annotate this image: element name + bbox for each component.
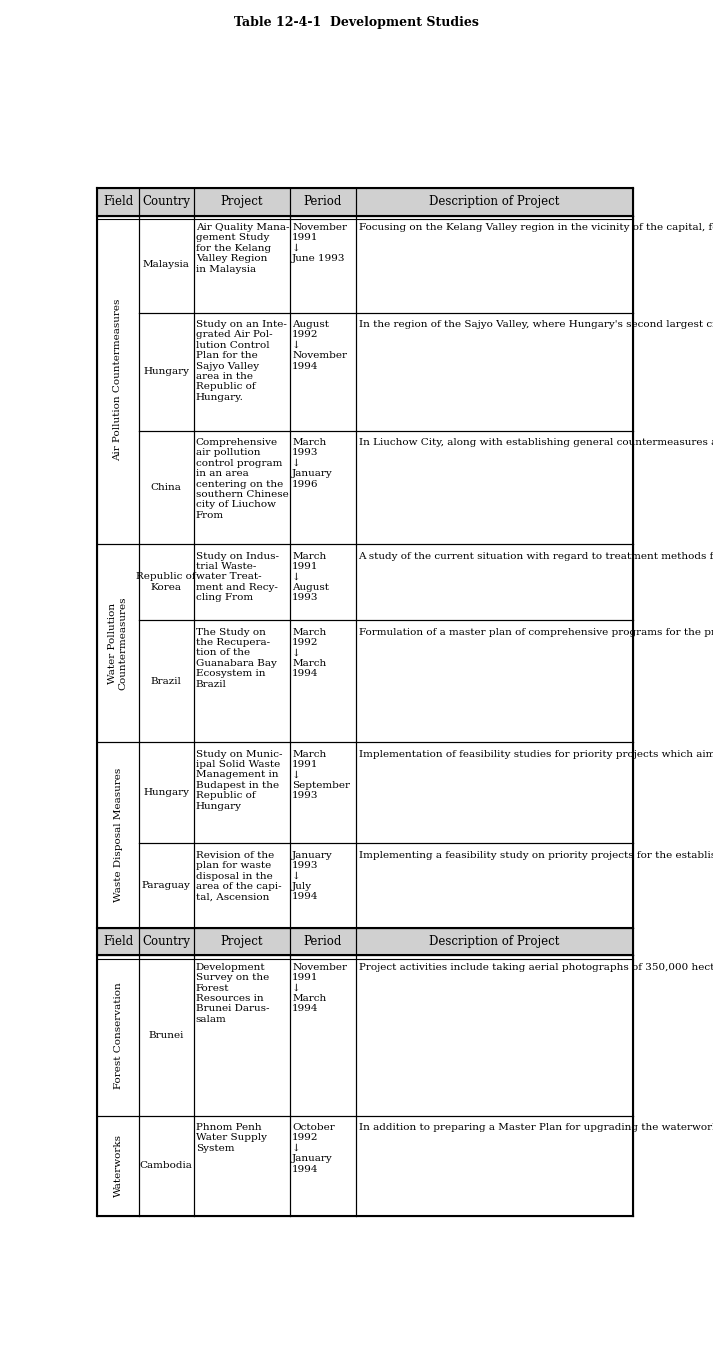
Bar bbox=[98, 927, 138, 955]
Bar bbox=[194, 927, 289, 955]
Text: Air Quality Mana-
gement Study
for the Kelang
Valley Region
in Malaysia: Air Quality Mana- gement Study for the K… bbox=[196, 224, 289, 273]
Text: Implementing a feasibility study on priority projects for the establishment of a: Implementing a feasibility study on prio… bbox=[359, 851, 713, 860]
Text: Formulation of a master plan of comprehensive programs for the prevention of wat: Formulation of a master plan of comprehe… bbox=[359, 627, 713, 637]
Bar bbox=[356, 188, 633, 215]
Bar bbox=[138, 927, 194, 955]
Text: Project: Project bbox=[220, 936, 263, 948]
Text: A study of the current situation with regard to treatment methods for industrial: A study of the current situation with re… bbox=[359, 552, 713, 561]
Bar bbox=[194, 188, 289, 215]
Text: Hungary: Hungary bbox=[143, 368, 189, 376]
Text: Development
Survey on the
Forest
Resources in
Brunei Darus-
salam: Development Survey on the Forest Resourc… bbox=[196, 963, 270, 1024]
Text: Field: Field bbox=[103, 195, 133, 209]
Text: In Liuchow City, along with establishing general countermeasures against air pol: In Liuchow City, along with establishing… bbox=[359, 438, 713, 447]
Text: In addition to preparing a Master Plan for upgrading the waterworks in the City : In addition to preparing a Master Plan f… bbox=[359, 1122, 713, 1132]
Text: August
1992
↓
November
1994: August 1992 ↓ November 1994 bbox=[292, 320, 347, 370]
Text: In the region of the Sajyo Valley, where Hungary's second largest city, Miskolc,: In the region of the Sajyo Valley, where… bbox=[359, 320, 713, 329]
Text: October
1992
↓
January
1994: October 1992 ↓ January 1994 bbox=[292, 1122, 335, 1173]
Text: Phnom Penh
Water Supply
System: Phnom Penh Water Supply System bbox=[196, 1122, 267, 1152]
Text: Forest Conservation: Forest Conservation bbox=[113, 982, 123, 1089]
Text: Water Pollution
Countermeasures: Water Pollution Countermeasures bbox=[108, 597, 128, 690]
Text: March
1993
↓
January
1996: March 1993 ↓ January 1996 bbox=[292, 438, 333, 488]
Text: Focusing on the Kelang Valley region in the vicinity of the capital, formulation: Focusing on the Kelang Valley region in … bbox=[359, 224, 713, 232]
Text: Country: Country bbox=[142, 195, 190, 209]
Text: January
1993
↓
July
1994: January 1993 ↓ July 1994 bbox=[292, 851, 333, 901]
Bar bbox=[138, 188, 194, 215]
Text: Period: Period bbox=[304, 936, 342, 948]
Text: Project: Project bbox=[220, 195, 263, 209]
Text: Paraguay: Paraguay bbox=[142, 881, 190, 890]
Text: Table 12-4-1  Development Studies: Table 12-4-1 Development Studies bbox=[234, 16, 479, 29]
Text: March
1992
↓
March
1994: March 1992 ↓ March 1994 bbox=[292, 627, 327, 678]
Text: November
1991
↓
March
1994: November 1991 ↓ March 1994 bbox=[292, 963, 347, 1014]
Text: Study on an Inte-
grated Air Pol-
lution Control
Plan for the
Sajyo Valley
area : Study on an Inte- grated Air Pol- lution… bbox=[196, 320, 287, 402]
Text: The Study on
the Recupera-
tion of the
Guanabara Bay
Ecosystem in
Brazil: The Study on the Recupera- tion of the G… bbox=[196, 627, 277, 689]
Text: Description of Project: Description of Project bbox=[429, 195, 560, 209]
Text: Hungary: Hungary bbox=[143, 789, 189, 797]
Text: Cambodia: Cambodia bbox=[140, 1161, 193, 1170]
Text: March
1991
↓
August
1993: March 1991 ↓ August 1993 bbox=[292, 552, 329, 602]
Text: Project activities include taking aerial photographs of 350,000 hectares of nati: Project activities include taking aerial… bbox=[359, 963, 713, 971]
Text: Country: Country bbox=[142, 936, 190, 948]
Text: Study on Munic-
ipal Solid Waste
Management in
Budapest in the
Republic of
Hunga: Study on Munic- ipal Solid Waste Managem… bbox=[196, 749, 282, 811]
Text: March
1991
↓
September
1993: March 1991 ↓ September 1993 bbox=[292, 749, 350, 800]
Text: Description of Project: Description of Project bbox=[429, 936, 560, 948]
Text: Field: Field bbox=[103, 936, 133, 948]
Text: Republic of
Korea: Republic of Korea bbox=[136, 572, 196, 591]
Text: Implementation of feasibility studies for priority projects which aim at 1995 as: Implementation of feasibility studies fo… bbox=[359, 749, 713, 759]
Text: Waste Disposal Measures: Waste Disposal Measures bbox=[113, 768, 123, 901]
Text: Malaysia: Malaysia bbox=[143, 259, 190, 269]
Text: Revision of the
plan for waste
disposal in the
area of the capi-
tal, Ascension: Revision of the plan for waste disposal … bbox=[196, 851, 282, 901]
Text: Brazil: Brazil bbox=[150, 676, 182, 686]
Text: Comprehensive
air pollution
control program
in an area
centering on the
southern: Comprehensive air pollution control prog… bbox=[196, 438, 289, 520]
Text: Study on Indus-
trial Waste-
water Treat-
ment and Recy-
cling From: Study on Indus- trial Waste- water Treat… bbox=[196, 552, 279, 602]
Bar bbox=[98, 188, 138, 215]
Text: China: China bbox=[150, 483, 182, 493]
Text: Air Pollution Countermeasures: Air Pollution Countermeasures bbox=[113, 299, 123, 461]
Bar bbox=[289, 188, 356, 215]
Text: November
1991
↓
June 1993: November 1991 ↓ June 1993 bbox=[292, 224, 347, 263]
Bar bbox=[356, 927, 633, 955]
Text: Brunei: Brunei bbox=[148, 1030, 184, 1040]
Text: Waterworks: Waterworks bbox=[113, 1135, 123, 1198]
Text: Period: Period bbox=[304, 195, 342, 209]
Bar bbox=[289, 927, 356, 955]
